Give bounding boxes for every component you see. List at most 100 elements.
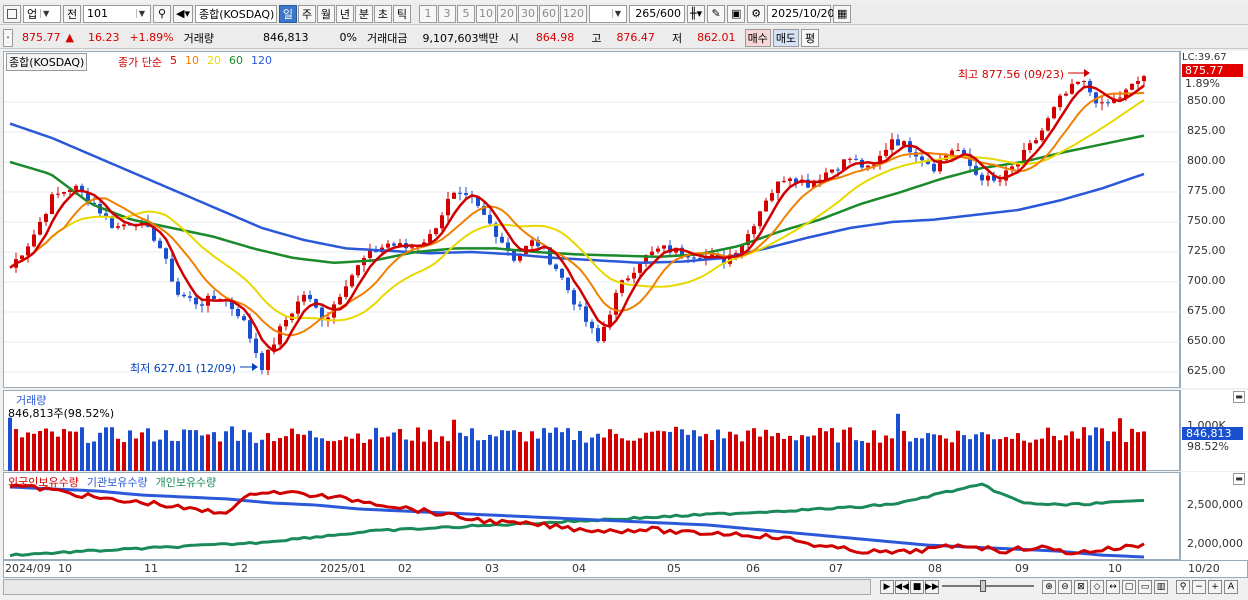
tab-period[interactable]: 초 [373,4,392,23]
candle-body [878,155,882,165]
interval-button[interactable]: 5 [456,4,475,23]
horizontal-scrollbar[interactable] [3,579,871,595]
prev-button[interactable]: 전 [63,4,81,23]
tab-period[interactable]: 일 [278,4,297,23]
tab-period[interactable]: 틱 [392,4,411,23]
volume-bar [98,432,102,471]
tab-period[interactable]: 월 [316,4,335,23]
price-panel-name: 종합(KOSDAQ) [6,53,88,71]
volume-bar [338,440,342,471]
candle-body [650,251,654,255]
expand-icon[interactable]: ↔ [1106,580,1120,594]
volume-bar [470,428,474,471]
market-select[interactable]: 업 ▼ [23,4,61,23]
candle-body [326,317,330,321]
gear-icon[interactable]: ⚙ [747,4,766,23]
window-icon[interactable]: ▭ [1138,580,1152,594]
volume-bar [92,441,96,471]
volume-bar [890,438,894,471]
volume-bar [452,419,456,471]
date-input[interactable]: 2025/10/20 [767,4,835,23]
candle-body [668,245,672,253]
candle-body [218,298,222,300]
volume-panel[interactable]: 거래량 846,813주(98.52%) [3,390,1180,471]
holdings-panel[interactable]: 외국인보유수량 기관보유수량 개인보유수량 [3,472,1180,560]
volume-chart[interactable] [4,391,1181,472]
count-input[interactable]: 265/600 [628,4,685,23]
sound-icon[interactable]: ◀▾ [173,4,193,23]
interval-button[interactable]: 60 [538,4,559,23]
interval-buttons: 1 3 5 10 20 30 60 120 [418,4,587,23]
collapse-icon[interactable]: · [3,28,13,47]
minus-icon[interactable]: − [1192,580,1206,594]
price-chart[interactable] [4,52,1181,389]
main-toolbar: 업 ▼ 전 101 ▼ ⚲ ◀▾ 종합(KOSDAQ) 일 주 월 년 분 초 틱 … [0,3,1248,25]
search-icon[interactable]: ⚲ [153,4,171,23]
candle-type-icon[interactable]: ╫▾ [686,4,706,23]
plus-icon[interactable]: + [1208,580,1222,594]
volume-bar [38,430,42,471]
x-tick: 2025/01 [320,562,366,575]
close-icon[interactable]: ▬ [1233,391,1245,403]
search-icon[interactable]: ⚲ [1176,580,1190,594]
tab-period[interactable]: 분 [354,4,373,23]
chart-window-icon[interactable] [3,4,21,23]
price-chart-panel[interactable]: 종합(KOSDAQ) 종가 단순 5 10 20 60 120 최고 877.5… [3,51,1181,389]
volume-bar [416,427,420,471]
volume-bar [692,430,696,471]
zoom-out-icon[interactable]: ⊖ [1058,580,1072,594]
zoom-slider-handle[interactable] [980,580,986,592]
zoom-in-icon[interactable]: ⊕ [1042,580,1056,594]
stop-icon[interactable]: ■ [910,580,924,594]
candle-body [368,249,372,258]
candle-body [116,226,120,228]
tab-period[interactable]: 년 [335,4,354,23]
font-size-icon[interactable]: A [1224,580,1238,594]
candle-body [110,216,114,228]
volume-bar [128,430,132,471]
interval-button[interactable]: 30 [517,4,538,23]
scroll-prev-icon[interactable]: ◀◀ [895,580,909,594]
volume-bar [578,430,582,471]
interval-custom-input[interactable]: ▼ [588,4,627,23]
volume-bar [350,438,354,471]
volume-bar [284,436,288,471]
sell-button[interactable]: 매도 [772,28,800,47]
chart-icon[interactable]: ▥ [1154,580,1168,594]
zoom-slider-track[interactable] [942,585,1034,587]
volume-bar [650,431,654,471]
chart-tool-icon[interactable]: ✎ [707,4,726,23]
restore-icon[interactable]: ◇ [1090,580,1104,594]
zoom-fit-icon[interactable]: ⊠ [1074,580,1088,594]
candle-body [260,353,264,371]
volume-bar [728,431,732,471]
volume-bar [1028,442,1032,471]
code-input[interactable]: 101 ▼ [83,4,151,23]
candle-body [938,160,942,172]
calendar-icon[interactable]: ▦ [833,4,852,23]
interval-button[interactable]: 120 [559,4,587,23]
x-tick: 12 [234,562,248,575]
interval-button[interactable]: 20 [496,4,517,23]
candle-body [968,154,972,166]
candle-body [836,169,840,171]
buy-button[interactable]: 매수 [744,28,771,47]
interval-button[interactable]: 10 [475,4,496,23]
volume-bar [974,434,978,471]
close-icon[interactable]: ▬ [1233,473,1245,485]
scroll-right-icon[interactable]: ▶ [880,580,894,594]
y-tick: 675.00 [1187,304,1226,317]
holdings-chart[interactable] [4,473,1181,561]
eval-button[interactable]: 평 [801,28,820,47]
x-tick: 04 [572,562,586,575]
interval-button[interactable]: 1 [418,4,437,23]
tab-period[interactable]: 주 [297,4,316,23]
snapshot-icon[interactable]: ▢ [1122,580,1136,594]
ma-legend-item: 60 [228,54,243,67]
scroll-next-icon[interactable]: ▶▶ [925,580,939,594]
save-icon[interactable]: ▣ [727,4,746,23]
volume-bar [194,430,198,471]
interval-button[interactable]: 3 [437,4,456,23]
volume-bar [596,433,600,471]
candle-body [824,172,828,180]
